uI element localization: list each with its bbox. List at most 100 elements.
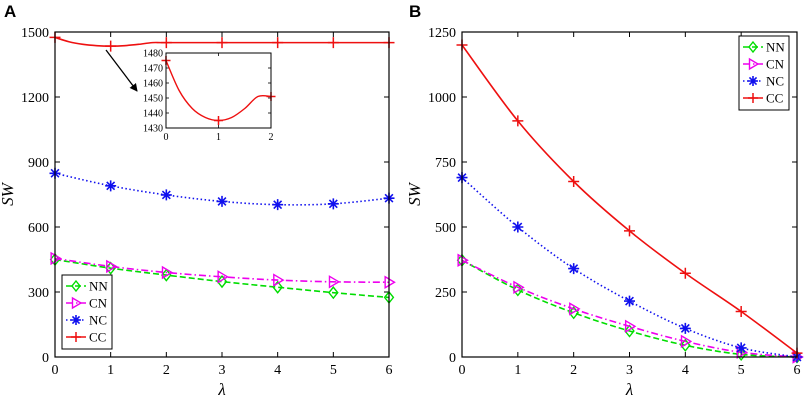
marker-b-cc-2 xyxy=(568,176,580,187)
marker-b-nc-3 xyxy=(624,295,635,307)
inset-y-tick-label-5: 1480 xyxy=(143,49,163,60)
marker-a-cn-0 xyxy=(50,251,62,266)
x-tick-label-a-0: 0 xyxy=(52,363,59,378)
legend-label-b-nn: NN xyxy=(766,40,785,55)
marker-a-nc-1 xyxy=(105,180,117,192)
x-tick-label-b-4: 4 xyxy=(682,363,689,378)
marker-a-cc-2 xyxy=(160,37,172,49)
marker-a-cn-2 xyxy=(161,265,174,280)
y-tick-label-a-1: 300 xyxy=(28,286,49,301)
legend-label-a-cn: CN xyxy=(89,296,108,311)
inset-x-tick-label-0: 0 xyxy=(164,132,169,143)
y-axis-label-b: SW xyxy=(405,181,424,206)
marker-b-nc-5 xyxy=(735,342,747,354)
marker-b-nn-3 xyxy=(624,324,635,338)
legend-marker-b-cc xyxy=(748,93,758,103)
y-tick-label-a-5: 1500 xyxy=(21,26,49,41)
inset-frame xyxy=(165,52,272,129)
marker-b-nc-4 xyxy=(679,322,691,334)
chart-panel-a: 0 1 2 3 4 5 6 0 300 600 900 1200 1500 λ SW NN CN NC CC 1430… xyxy=(0,26,396,399)
marker-a-cn-4 xyxy=(273,273,285,287)
y-tick-label-b-5: 1250 xyxy=(428,26,456,41)
x-tick-label-a-4: 4 xyxy=(274,363,281,378)
y-tick-label-b-0: 0 xyxy=(449,351,456,366)
marker-a-cc-5 xyxy=(327,37,339,49)
marker-a-cc-4 xyxy=(272,37,284,49)
marker-a-cc-1 xyxy=(105,40,117,52)
marker-a-cn-5 xyxy=(328,275,341,289)
inset-y-tick-label-0: 1430 xyxy=(143,124,163,135)
y-tick-label-b-2: 500 xyxy=(435,221,456,236)
marker-b-cc-3 xyxy=(624,225,635,237)
marker-b-cn-2 xyxy=(569,302,581,316)
inset-x-tick-label-2: 2 xyxy=(269,132,274,143)
chart-panel-b: 0 1 2 3 4 5 6 0 250 500 750 1000 1250 λ SW NN CN NC CC xyxy=(405,26,804,399)
x-tick-label-a-5: 5 xyxy=(330,363,337,378)
x-tick-label-b-6: 6 xyxy=(794,363,801,378)
y-tick-label-a-2: 600 xyxy=(28,221,49,236)
marker-a-nc-3 xyxy=(216,195,228,207)
x-axis-label-a: λ xyxy=(217,380,225,399)
inset-y-tick-label-3: 1460 xyxy=(143,79,163,90)
x-tick-label-b-1: 1 xyxy=(514,363,521,378)
x-tick-label-a-1: 1 xyxy=(107,363,114,378)
legend-marker-b-cn xyxy=(748,57,760,71)
legend-marker-a-cn xyxy=(71,296,83,310)
series-line-b-nc xyxy=(461,177,798,358)
x-tick-label-a-2: 2 xyxy=(163,363,170,378)
legend-label-b-cc: CC xyxy=(766,91,783,106)
marker-a-cn-3 xyxy=(217,270,229,284)
legend-marker-b-nc xyxy=(748,76,758,86)
y-tick-label-a-4: 1200 xyxy=(21,91,49,106)
series-line-a-cn xyxy=(54,257,390,284)
marker-a-cn-6 xyxy=(384,275,396,289)
y-tick-label-a-0: 0 xyxy=(42,351,49,366)
marker-a-nc-4 xyxy=(272,199,284,211)
legend-label-a-nc: NC xyxy=(89,313,107,328)
legend-label-b-cn: CN xyxy=(766,57,785,72)
x-tick-label-a-3: 3 xyxy=(219,363,226,378)
legend-marker-a-nc xyxy=(71,315,81,325)
marker-a-cn-1 xyxy=(106,259,118,274)
series-line-b-nn xyxy=(461,259,798,358)
y-tick-label-b-1: 250 xyxy=(435,286,456,301)
marker-b-cn-0 xyxy=(457,253,469,268)
marker-b-nc-1 xyxy=(512,221,524,233)
inset-pointer-arrow xyxy=(105,49,138,92)
x-tick-label-b-3: 3 xyxy=(626,363,633,378)
inset-y-tick-label-4: 1470 xyxy=(143,64,163,75)
y-tick-label-b-4: 1000 xyxy=(428,91,456,106)
x-tick-label-b-0: 0 xyxy=(459,363,466,378)
legend-label-b-nc: NC xyxy=(766,74,784,89)
marker-a-cc-3 xyxy=(216,37,228,49)
panel-letter-a: A xyxy=(4,2,16,21)
series-line-b-cn xyxy=(461,259,798,358)
x-axis-label-b: λ xyxy=(625,380,633,399)
inset-background xyxy=(166,53,271,128)
y-tick-label-b-3: 750 xyxy=(435,156,456,171)
inset-x-tick-label-1: 1 xyxy=(216,132,221,143)
x-tick-label-a-6: 6 xyxy=(386,363,393,378)
legend-marker-a-cc xyxy=(71,332,81,342)
series-line-a-nn xyxy=(54,258,390,299)
y-tick-label-a-3: 900 xyxy=(28,156,49,171)
legend-marker-b-nn xyxy=(748,40,758,54)
legend-label-a-cc: CC xyxy=(89,330,106,345)
marker-b-nc-2 xyxy=(568,263,580,275)
marker-b-cn-3 xyxy=(624,319,637,334)
marker-b-cn-1 xyxy=(513,280,525,295)
marker-a-nc-2 xyxy=(160,189,172,201)
legend-label-a-nn: NN xyxy=(89,279,108,294)
marker-b-cn-4 xyxy=(680,334,693,349)
marker-b-cc-5 xyxy=(735,306,747,317)
marker-a-nn-5 xyxy=(328,286,339,300)
x-tick-label-b-2: 2 xyxy=(570,363,577,378)
marker-b-cc-4 xyxy=(679,267,691,279)
panel-letter-b: B xyxy=(409,2,421,21)
marker-a-nn-3 xyxy=(216,274,228,289)
marker-a-nc-5 xyxy=(327,198,339,210)
plot-frame-b xyxy=(461,31,798,358)
marker-b-cc-1 xyxy=(512,115,524,127)
legend-marker-a-nn xyxy=(71,279,81,293)
